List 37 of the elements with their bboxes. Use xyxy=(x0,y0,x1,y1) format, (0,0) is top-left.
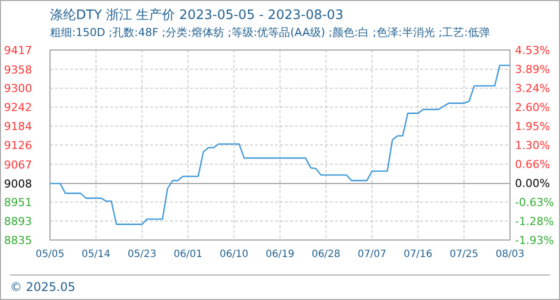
y2-tick-label: 1.95% xyxy=(515,120,550,133)
chart-title: 涤纶DTY 浙江 生产价 2023-05-05 - 2023-08-03 xyxy=(50,8,344,23)
y-tick-label: 9300 xyxy=(4,82,32,96)
x-tick-label: 07/07 xyxy=(358,249,386,260)
y-tick-label: 9417 xyxy=(4,44,32,57)
y2-tick-label: 2.60% xyxy=(515,100,550,114)
chart-subtitle: 粗细:150D ;孔数:48F ;分类:熔体纺 ;等级:优等品(AA级) ;颜色:白 ;色泽:半消光 ;工艺:低弹 xyxy=(50,26,490,39)
x-tick-label: 05/23 xyxy=(128,249,156,260)
x-tick-label: 07/16 xyxy=(404,249,432,260)
x-tick-label: 06/01 xyxy=(174,249,202,260)
x-tick-label: 06/10 xyxy=(220,249,248,260)
y-tick-label: 9184 xyxy=(4,120,32,134)
y-tick-label: 9067 xyxy=(4,158,32,172)
x-tick-label: 06/28 xyxy=(312,249,340,260)
y-tick-label: 8951 xyxy=(4,196,32,210)
y2-tick-label: 3.24% xyxy=(515,82,550,95)
y-tick-label: 9008 xyxy=(4,178,32,191)
y2-tick-label: -1.93% xyxy=(515,234,554,247)
line-series xyxy=(49,64,511,225)
y2-tick-label: 4.53% xyxy=(515,44,550,57)
y-tick-label: 9126 xyxy=(4,139,32,152)
x-tick-label: 05/14 xyxy=(82,249,110,260)
text: © 2025.05 xyxy=(10,280,76,294)
y-tick-label: 9358 xyxy=(4,63,32,76)
y-tick-label: 8893 xyxy=(4,215,32,228)
y2-tick-label: 0.66% xyxy=(515,158,550,171)
y-tick-label: 9242 xyxy=(4,101,32,114)
y2-tick-label: -1.28% xyxy=(515,214,554,228)
y2-tick-label: 1.30% xyxy=(515,139,550,152)
x-tick-label: 06/19 xyxy=(266,249,294,260)
x-tick-label: 07/25 xyxy=(450,249,478,260)
x-tick-label: 08/03 xyxy=(496,249,524,260)
y2-tick-label: 0.00% xyxy=(515,177,550,190)
y2-tick-label: 3.89% xyxy=(515,62,550,76)
y-tick-label: 8835 xyxy=(4,234,32,247)
x-tick-label: 05/05 xyxy=(36,249,64,260)
y2-tick-label: -0.63% xyxy=(515,196,554,209)
